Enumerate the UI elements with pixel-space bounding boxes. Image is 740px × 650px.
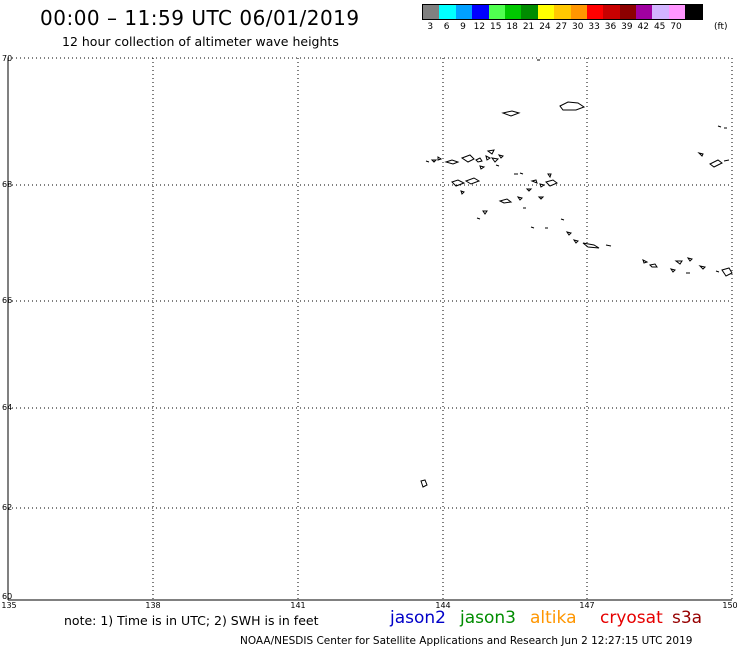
lat-label: 60 xyxy=(2,592,13,601)
graticule xyxy=(8,58,732,600)
lat-label: 62 xyxy=(2,503,13,512)
legend-label: 36 xyxy=(604,22,617,32)
legend-label: 9 xyxy=(460,22,466,32)
lat-label: 68 xyxy=(2,180,13,189)
legend-swatch xyxy=(423,5,440,19)
lon-label: 135 xyxy=(1,601,17,610)
legend-swatch xyxy=(504,5,522,19)
legend-label: 21 xyxy=(522,22,535,32)
satellite-s3a: s3a xyxy=(672,608,703,628)
legend-swatch xyxy=(554,5,571,19)
lon-label: 144 xyxy=(435,601,451,610)
legend-swatch xyxy=(652,5,669,19)
legend-swatch xyxy=(570,5,587,19)
footer-note: note: 1) Time is in UTC; 2) SWH is in fe… xyxy=(64,613,319,628)
satellite-cryosat: cryosat xyxy=(600,608,663,628)
legend-swatch xyxy=(455,5,473,19)
legend-label: 27 xyxy=(555,22,568,32)
lat-label: 64 xyxy=(2,403,13,412)
legend-swatch xyxy=(603,5,620,19)
legend-swatch xyxy=(668,5,686,19)
legend-swatch xyxy=(537,5,555,19)
legend-swatch xyxy=(586,5,604,19)
legend-swatch xyxy=(636,5,653,19)
legend-unit: (ft) xyxy=(714,22,728,32)
legend-label: 15 xyxy=(490,22,502,32)
legend-label: 24 xyxy=(539,22,551,32)
legend-label: 18 xyxy=(506,22,518,32)
satellite-altika: altika xyxy=(530,608,577,628)
legend-label: 70 xyxy=(670,22,682,32)
legend-swatch xyxy=(472,5,489,19)
legend-labels: 3 6 9 12 15 18 21 24 27 30 33 36 39 42 4… xyxy=(422,22,703,32)
legend-swatch xyxy=(521,5,538,19)
color-legend: 3 6 9 12 15 18 21 24 27 30 33 36 39 42 4… xyxy=(422,4,703,32)
legend-swatch xyxy=(439,5,456,19)
satellite-jason2: jason2 xyxy=(390,608,446,628)
lon-label: 150 xyxy=(722,601,738,610)
legend-label: 12 xyxy=(473,22,486,32)
lat-label: 70 xyxy=(2,54,13,63)
legend-label: 30 xyxy=(571,22,584,32)
legend-label: 39 xyxy=(621,22,633,32)
legend-label: 33 xyxy=(588,22,600,32)
legend-swatch xyxy=(619,5,637,19)
legend-label: 42 xyxy=(637,22,649,32)
legend-swatch xyxy=(685,5,702,19)
lat-label: 66 xyxy=(2,296,13,305)
chart-title: 00:00 – 11:59 UTC 06/01/2019 xyxy=(40,6,360,30)
legend-swatch xyxy=(488,5,505,19)
legend-label: 45 xyxy=(653,22,666,32)
chart-subtitle: 12 hour collection of altimeter wave hei… xyxy=(62,34,339,49)
legend-label: 6 xyxy=(443,22,450,32)
lon-label: 141 xyxy=(290,601,306,610)
footer-credit: NOAA/NESDIS Center for Satellite Applica… xyxy=(240,635,693,647)
map-border xyxy=(7,57,733,601)
lon-label: 147 xyxy=(579,601,595,610)
legend-label: 3 xyxy=(427,22,434,32)
legend-swatches xyxy=(422,4,703,20)
lon-label: 138 xyxy=(145,601,161,610)
legend-label xyxy=(684,22,700,32)
coastline xyxy=(420,59,733,488)
satellite-jason3: jason3 xyxy=(460,608,516,628)
